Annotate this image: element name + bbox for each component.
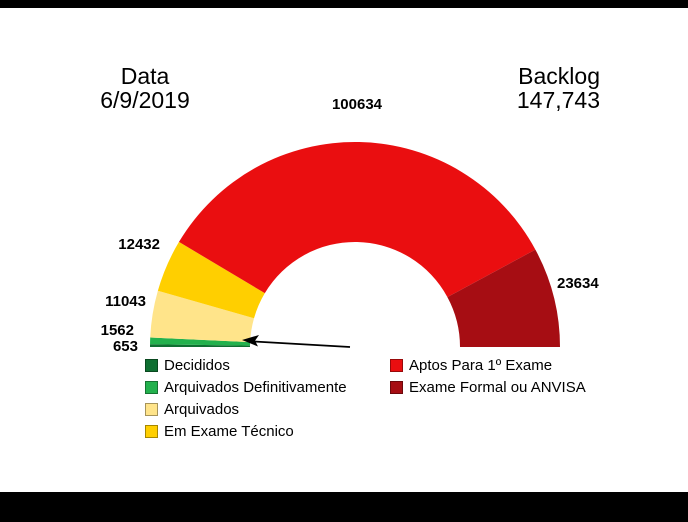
slice-value-em-exame-tecnico: 12432 [118, 236, 160, 253]
legend-column-right: Aptos Para 1º Exame Exame Formal ou ANVIS… [390, 354, 586, 398]
slice-value-arquivados-definitivamente: 1562 [100, 322, 134, 339]
backlog-block: Backlog 147,743 [455, 64, 600, 112]
legend-label: Exame Formal ou ANVISA [409, 378, 586, 396]
legend-swatch-em-exame-tecnico [145, 424, 158, 438]
arrow-annotation [242, 335, 351, 348]
date-block: Data 6/9/2019 [70, 64, 220, 112]
legend-swatch-aptos-para-1-exame [390, 358, 403, 372]
donut-slice-decididos [150, 344, 251, 347]
legend-column-left: Decididos Arquivados Definitivamente Arqui… [145, 354, 347, 442]
date-label: Data [120, 63, 170, 89]
date-value: 6/9/2019 [100, 87, 190, 113]
backlog-label: Backlog [518, 63, 600, 89]
legend-item-decididos: Decididos [145, 354, 347, 376]
slice-value-decididos: 653 [112, 338, 138, 355]
legend-item-em-exame-tecnico: Em Exame Técnico [145, 420, 347, 442]
legend-swatch-arquivados-definitivamente [145, 380, 158, 394]
slice-value-arquivados: 11043 [105, 293, 146, 310]
slice-value-exame-formal-ou-anvisa: 23634 [557, 275, 599, 292]
donut-slice-arquivados-definitivamente [150, 337, 251, 346]
legend-label: Decididos [164, 356, 230, 374]
donut-slice-aptos-para-1-exame [178, 142, 536, 298]
slice-value-aptos-para-1-exame: 100634 [331, 96, 383, 113]
donut-slice-arquivados [150, 290, 255, 343]
chart-canvas [0, 8, 688, 492]
legend-item-arquivados-definitivamente: Arquivados Definitivamente [145, 376, 347, 398]
legend-swatch-decididos [145, 358, 158, 372]
legend-item-aptos-para-1-exame: Aptos Para 1º Exame [390, 354, 586, 376]
legend-label: Arquivados Definitivamente [164, 378, 347, 396]
legend-label: Em Exame Técnico [164, 422, 294, 440]
legend-swatch-exame-formal-ou-anvisa [390, 380, 403, 394]
legend-label: Arquivados [164, 400, 240, 418]
legend-item-exame-formal-ou-anvisa: Exame Formal ou ANVISA [390, 376, 586, 398]
donut-slice-exame-formal-ou-anvisa [447, 249, 560, 347]
donut-slice-em-exame-tecnico [157, 241, 265, 319]
legend-swatch-arquivados [145, 402, 158, 416]
legend-label: Aptos Para 1º Exame [409, 356, 553, 374]
legend-item-arquivados: Arquivados [145, 398, 347, 420]
backlog-value: 147,743 [516, 87, 600, 113]
